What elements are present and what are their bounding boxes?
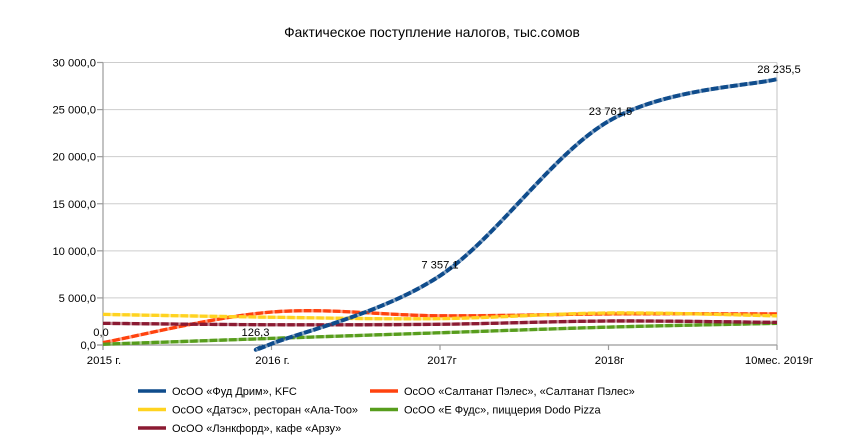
y-tick-label: 10 000,0: [52, 246, 96, 258]
data-label: 28 235,5: [757, 64, 801, 76]
legend-label: ОсОО «Е Фудс», пиццерия Dodo Pizza: [404, 405, 601, 417]
series-line: [102, 309, 778, 345]
series-lines: [102, 77, 778, 352]
legend-item: ОсОО «Лэнкфорд», кафе «Арзу»: [138, 423, 341, 435]
legend-item: ОсОО «Фуд Дрим», KFC: [138, 386, 297, 398]
series-line: [253, 77, 778, 352]
data-label: 126,3: [242, 327, 270, 339]
x-tick-label: 2015 г.: [87, 355, 121, 367]
series-line: [102, 319, 778, 327]
y-tick-label: 25 000,0: [52, 105, 96, 117]
legend-label: ОсОО «Лэнкфорд», кафе «Арзу»: [172, 423, 341, 435]
chart-title: Фактическое поступление налогов, тыс.сом…: [284, 25, 580, 40]
x-tick-label: 10мес. 2019г: [745, 355, 813, 367]
legend-label: ОсОО «Датэс», ресторан «Ала-Тоо»: [172, 405, 358, 417]
y-tick-label: 0,0: [80, 340, 96, 352]
series-line: [102, 321, 778, 346]
legend-item: ОсОО «Датэс», ресторан «Ала-Тоо»: [138, 405, 358, 417]
legend-item: ОсОО «Е Фудс», пиццерия Dodo Pizza: [370, 405, 601, 417]
data-label: 23 761,5: [589, 106, 633, 118]
axes: 0,0 5 000,0 10 000,0 15 000,0 20 000,0 25 000…: [52, 58, 813, 368]
series-line-underlay: [253, 77, 778, 352]
legend-label: ОсОО «Фуд Дрим», KFC: [172, 386, 297, 398]
data-labels: 0,0 126,3 7 357,1 23 761,5 28 235,5: [93, 64, 801, 339]
legend-label: ОсОО «Салтанат Пэлес», «Салтанат Пэлес»: [404, 386, 635, 398]
y-tick-label: 20 000,0: [52, 152, 96, 164]
y-tick-label: 5 000,0: [59, 293, 96, 305]
y-tick-label: 30 000,0: [52, 58, 96, 70]
data-label: 7 357,1: [421, 260, 458, 272]
x-tick-label: 2017г: [427, 355, 457, 367]
x-tick-label: 2018г: [595, 355, 625, 367]
x-tick-label: 2016 г.: [255, 355, 289, 367]
gridlines: [103, 62, 778, 345]
legend: ОсОО «Фуд Дрим», KFC ОсОО «Салтанат Пэлес…: [138, 386, 635, 435]
legend-item: ОсОО «Салтанат Пэлес», «Салтанат Пэлес»: [370, 386, 635, 398]
y-tick-label: 15 000,0: [52, 199, 96, 211]
data-label: 0,0: [93, 327, 109, 339]
series-line: [102, 311, 778, 321]
